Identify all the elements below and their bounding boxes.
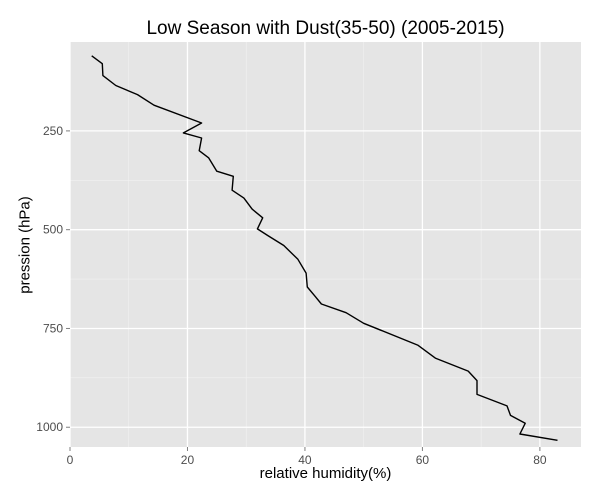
chart-title: Low Season with Dust(35-50) (2005-2015): [146, 18, 505, 39]
y-tick-label: 1000: [36, 420, 63, 434]
y-tick-label: 250: [43, 124, 63, 138]
major-gridlines: [69, 42, 581, 447]
x-axis-label: relative humidity(%): [259, 465, 392, 482]
x-tick-label: 20: [181, 453, 195, 467]
y-tick-label: 750: [43, 321, 63, 335]
plot-panel: [70, 42, 581, 447]
x-tick-label: 40: [298, 453, 312, 467]
x-tick-label: 80: [533, 453, 547, 467]
minor-gridlines: [70, 42, 581, 447]
y-tick-label: 500: [43, 223, 63, 237]
x-tick-label: 0: [67, 453, 74, 467]
series-group: [91, 55, 558, 441]
x-tick-label: 60: [416, 453, 430, 467]
x-axis-ticks: 0 20 40 60 80: [67, 447, 547, 467]
series-line: [91, 55, 558, 441]
y-axis-ticks: 250 500 750 1000: [36, 124, 70, 434]
y-axis-label: pression (hPa): [16, 196, 34, 294]
